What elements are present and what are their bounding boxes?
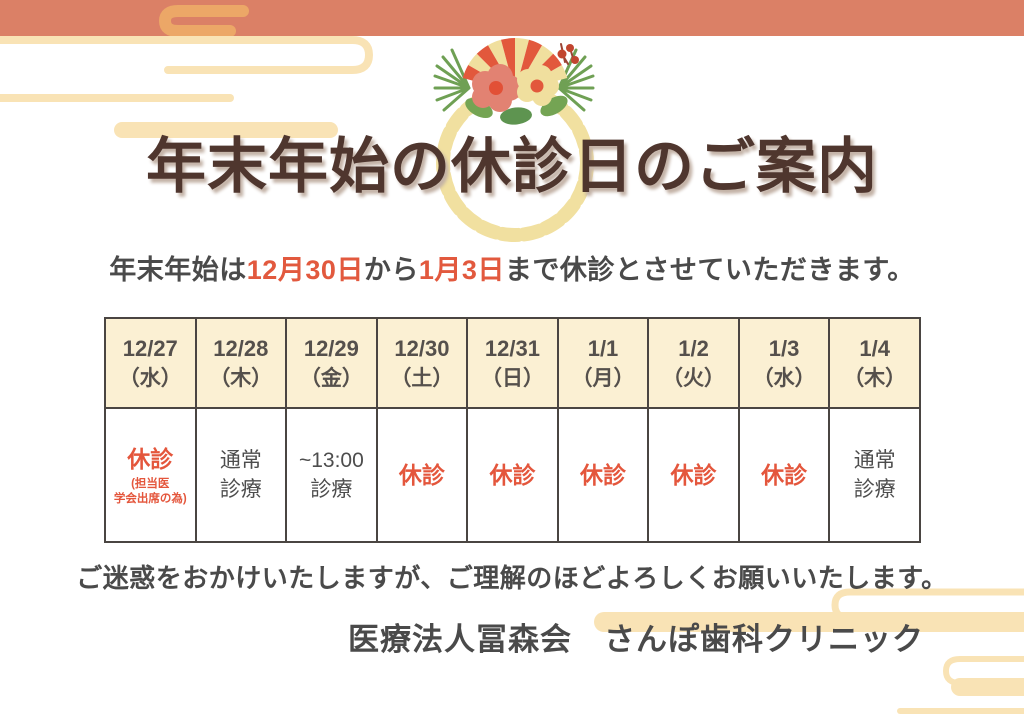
- schedule-status: 休診: [670, 461, 717, 488]
- schedule-cell-12-31: 休診: [466, 407, 559, 543]
- schedule-status: 通常 診療: [853, 448, 896, 501]
- schedule-cell-1-1: 休診: [556, 407, 650, 543]
- clinic-name: 医療法人冨森会 さんぽ歯科クリニック: [348, 622, 924, 657]
- subtitle-line: 年末年始は12月30日から1月3日まで休診とさせていただきます。: [0, 248, 1024, 287]
- top-coral-band: [0, 0, 1024, 37]
- shimenawa-wreath-icon: [433, 37, 595, 242]
- schedule-status: 休診: [398, 461, 445, 488]
- schedule-status: 休診: [489, 461, 536, 488]
- schedule-col-header-1-3: 1/3 （水）: [737, 317, 831, 409]
- schedule-cell-12-27: 休診 (担当医 学会出席の為): [104, 407, 197, 543]
- schedule-cell-1-3: 休診: [737, 407, 831, 543]
- schedule-status: ~13:00 診療: [298, 448, 364, 501]
- cloud-swirl-bottom-right-icon: [594, 588, 1024, 714]
- schedule-cell-12-29: ~13:00 診療: [285, 407, 378, 543]
- schedule-note: (担当医 学会出席の為): [113, 478, 187, 506]
- schedule-col-header-12-28: 12/28 （木）: [194, 317, 288, 409]
- schedule-col-header-12-31: 12/31 （日）: [466, 317, 559, 409]
- schedule-status: 休診: [761, 461, 808, 488]
- schedule-status: 休診: [580, 461, 626, 488]
- band-cloud-swirl-icon: [158, 5, 249, 37]
- schedule-col-header-1-1: 1/1 （月）: [556, 317, 650, 409]
- subtitle-start-date: 12月30日: [246, 255, 364, 285]
- schedule-status: 通常 診療: [219, 448, 262, 501]
- subtitle-suffix: まで休診とさせていただきます。: [504, 255, 915, 285]
- schedule-col-header-12-29: 12/29 （金）: [285, 317, 378, 409]
- schedule-cell-12-30: 休診: [375, 407, 469, 543]
- holiday-schedule-table: 12/27 （水） 12/28 （木） 12/29 （金） 12/30 （土） 12/31 （日）…: [104, 317, 921, 543]
- page-title: 年末年始の休診日のご案内: [146, 133, 878, 200]
- subtitle-prefix: 年末年始は: [109, 255, 247, 285]
- schedule-col-header-12-30: 12/30 （土）: [375, 317, 469, 409]
- schedule-cell-1-2: 休診: [647, 407, 740, 543]
- schedule-col-header-12-27: 12/27 （水）: [104, 317, 197, 409]
- schedule-header-row: 12/27 （水） 12/28 （木） 12/29 （金） 12/30 （土） 12/31 （日）…: [104, 317, 921, 409]
- schedule-cell-12-28: 通常 診療: [194, 407, 288, 543]
- schedule-status: 休診: [127, 445, 174, 472]
- schedule-col-header-1-4: 1/4 （木）: [828, 317, 921, 409]
- schedule-body-row: 休診 (担当医 学会出席の為) 通常 診療 ~13:00 診療 休診 休診 休診 休診 休診 通常 診療: [104, 407, 921, 543]
- schedule-col-header-1-2: 1/2 （火）: [647, 317, 740, 409]
- cloud-swirl-top-left-icon: [0, 36, 374, 138]
- closing-message: ご迷惑をおかけいたしますが、ご理解のほどよろしくお願いいたします。: [76, 563, 948, 593]
- subtitle-connector: から: [363, 255, 419, 285]
- schedule-cell-1-4: 通常 診療: [828, 407, 921, 543]
- subtitle-end-date: 1月3日: [418, 255, 505, 285]
